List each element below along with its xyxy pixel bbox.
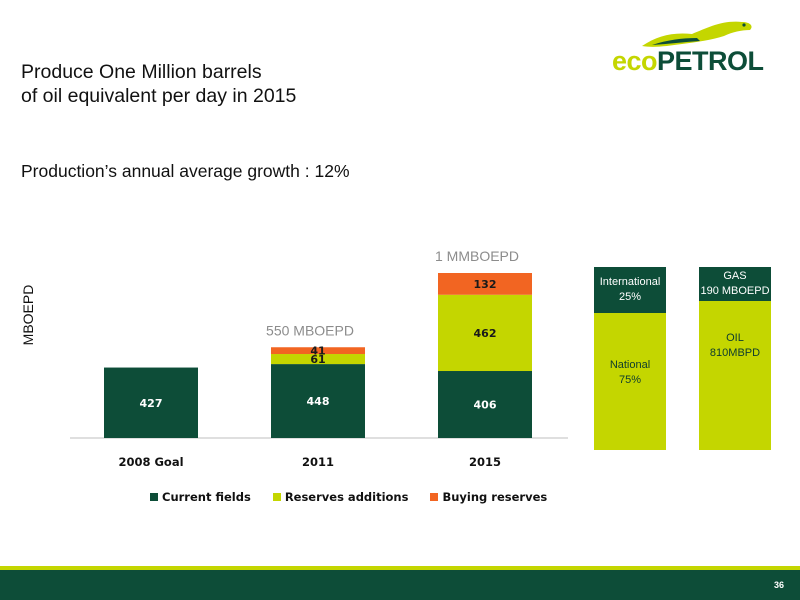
bar-current-fields-2011 — [271, 364, 365, 438]
data-label-buying-reserves-2015: 132 — [474, 278, 497, 291]
legend-item-reserves-additions: Reserves additions — [272, 490, 409, 504]
bar-buying-reserves-2015 — [438, 273, 532, 295]
x-tick-label-2011: 2011 — [302, 455, 334, 469]
bar-current-fields-2015 — [438, 371, 532, 438]
data-label-current-fields-2008-goal: 427 — [140, 397, 163, 410]
iguana-icon — [642, 21, 752, 47]
split-gas-label: GAS — [723, 270, 747, 282]
split-oil-value: 810MBPD — [709, 347, 761, 359]
data-label-current-fields-2015: 406 — [474, 399, 497, 412]
legend-item-current-fields: Current fields — [150, 490, 251, 504]
split-national-value: 75% — [618, 374, 642, 386]
split-international-national: International 25% National 75% — [594, 267, 666, 450]
legend-label-buying-reserves: Buying reserves — [442, 490, 548, 504]
page-number: 36 — [773, 580, 784, 590]
split-international-label: International — [599, 276, 661, 288]
legend-item-buying-reserves: Buying reserves — [430, 490, 547, 504]
legend-swatch-current-fields — [150, 493, 158, 501]
split-international: International 25% — [594, 267, 666, 313]
chart-legend: Current fields Reserves additions Buying… — [150, 490, 547, 504]
logo-eco: eco — [612, 46, 658, 76]
bar-reserves-additions-2015 — [438, 294, 532, 372]
split-international-value: 25% — [618, 291, 642, 303]
split-national-label: National — [609, 359, 651, 371]
total-label-2015: 1 MMBOEPD — [435, 248, 519, 264]
split-gas-value: 190 MBOEPD — [700, 285, 770, 297]
data-label-buying-reserves-2011: 41 — [310, 345, 325, 358]
footer-accent-line — [0, 566, 800, 570]
legend-swatch-buying-reserves — [430, 493, 439, 501]
split-oil-label: OIL — [726, 332, 744, 344]
legend-label-reserves-additions: Reserves additions — [284, 490, 409, 504]
slide-title: Produce One Million barrels of oil equiv… — [21, 61, 297, 107]
logo-petrol: PETROL — [657, 46, 764, 76]
split-gas-oil: GAS 190 MBOEPD OIL 810MBPD — [699, 267, 771, 450]
data-label-reserves-additions-2011: 61 — [310, 353, 325, 366]
legend-label-current-fields: Current fields — [162, 490, 251, 504]
ecopetrol-logo: ecoPETROL — [612, 14, 782, 77]
split-national: National 75% — [594, 313, 666, 450]
split-gas: GAS 190 MBOEPD — [699, 267, 771, 301]
x-tick-label-2015: 2015 — [469, 455, 501, 469]
bar-reserves-additions-2011 — [271, 354, 365, 365]
data-label-reserves-additions-2015: 462 — [474, 327, 497, 340]
x-tick-label-2008-goal: 2008 Goal — [118, 455, 183, 469]
bar-current-fields-2008-goal — [104, 367, 198, 438]
logo-wordmark: ecoPETROL — [612, 46, 764, 77]
bar-buying-reserves-2011 — [271, 347, 365, 355]
legend-swatch-reserves-additions — [272, 493, 281, 501]
split-oil: OIL 810MBPD — [699, 301, 771, 450]
footer-bar — [0, 570, 800, 600]
slide-subtitle: Production’s annual average growth : 12% — [21, 161, 350, 181]
total-label-2011: 550 MBOEPD — [266, 322, 354, 338]
data-label-current-fields-2011: 448 — [307, 395, 330, 408]
